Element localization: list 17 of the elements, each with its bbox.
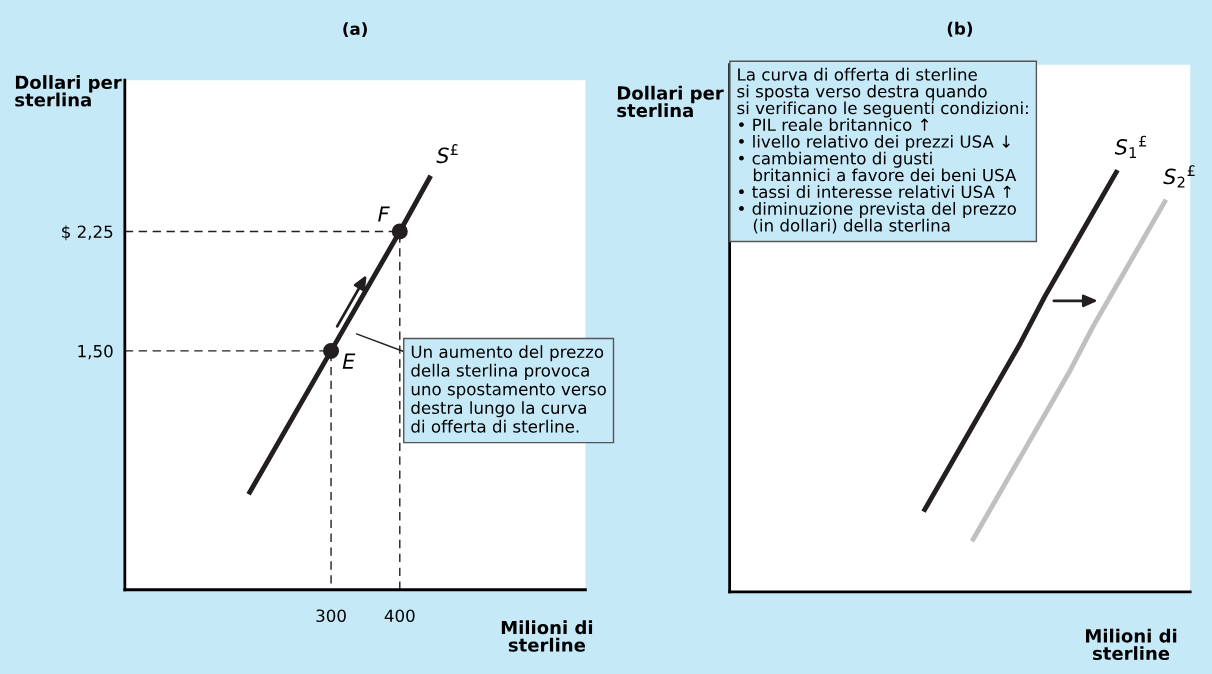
annotation: S$_{2}$$^{£}$ bbox=[1163, 165, 1195, 188]
annotation: E bbox=[342, 353, 356, 369]
annotation: F bbox=[378, 206, 390, 222]
chart-title: (a) bbox=[343, 22, 367, 38]
y-axis-title: Dollari per sterlina bbox=[15, 75, 122, 107]
y-tick-label: $ 2,25 bbox=[62, 225, 113, 241]
text: La curva di offerta di sterline si sposta verso destra quando si verificano le seguenti condizioni: • PIL reale britannico ↑ • livello relativo dei prezzi USA ↓ • cambiamento di gusti britannici a favore dei beni USA • tassi di interesse relativi USA ↑ • diminuzione prevista del prezzo (in dollari) della sterlina bbox=[737, 67, 1028, 234]
x-tick-label: 300 bbox=[316, 609, 346, 623]
x-axis-title: Milioni di sterline bbox=[1086, 628, 1177, 661]
annotation: S$^{£}$ bbox=[436, 144, 458, 164]
text: S$_{1}$$^{£}$ bbox=[1114, 135, 1147, 158]
chart-title: (b) bbox=[947, 21, 973, 37]
annotation: Un aumento del prezzo della sterlina provoca uno spostamento verso destra lungo la curva di offerta di sterline. bbox=[411, 345, 606, 433]
x-axis-title: Milioni di sterline bbox=[501, 620, 593, 652]
y-tick-label: 1,50 bbox=[78, 344, 113, 360]
y-axis-title: Dollari per sterlina bbox=[617, 85, 724, 118]
x-tick-label: 400 bbox=[384, 609, 415, 623]
